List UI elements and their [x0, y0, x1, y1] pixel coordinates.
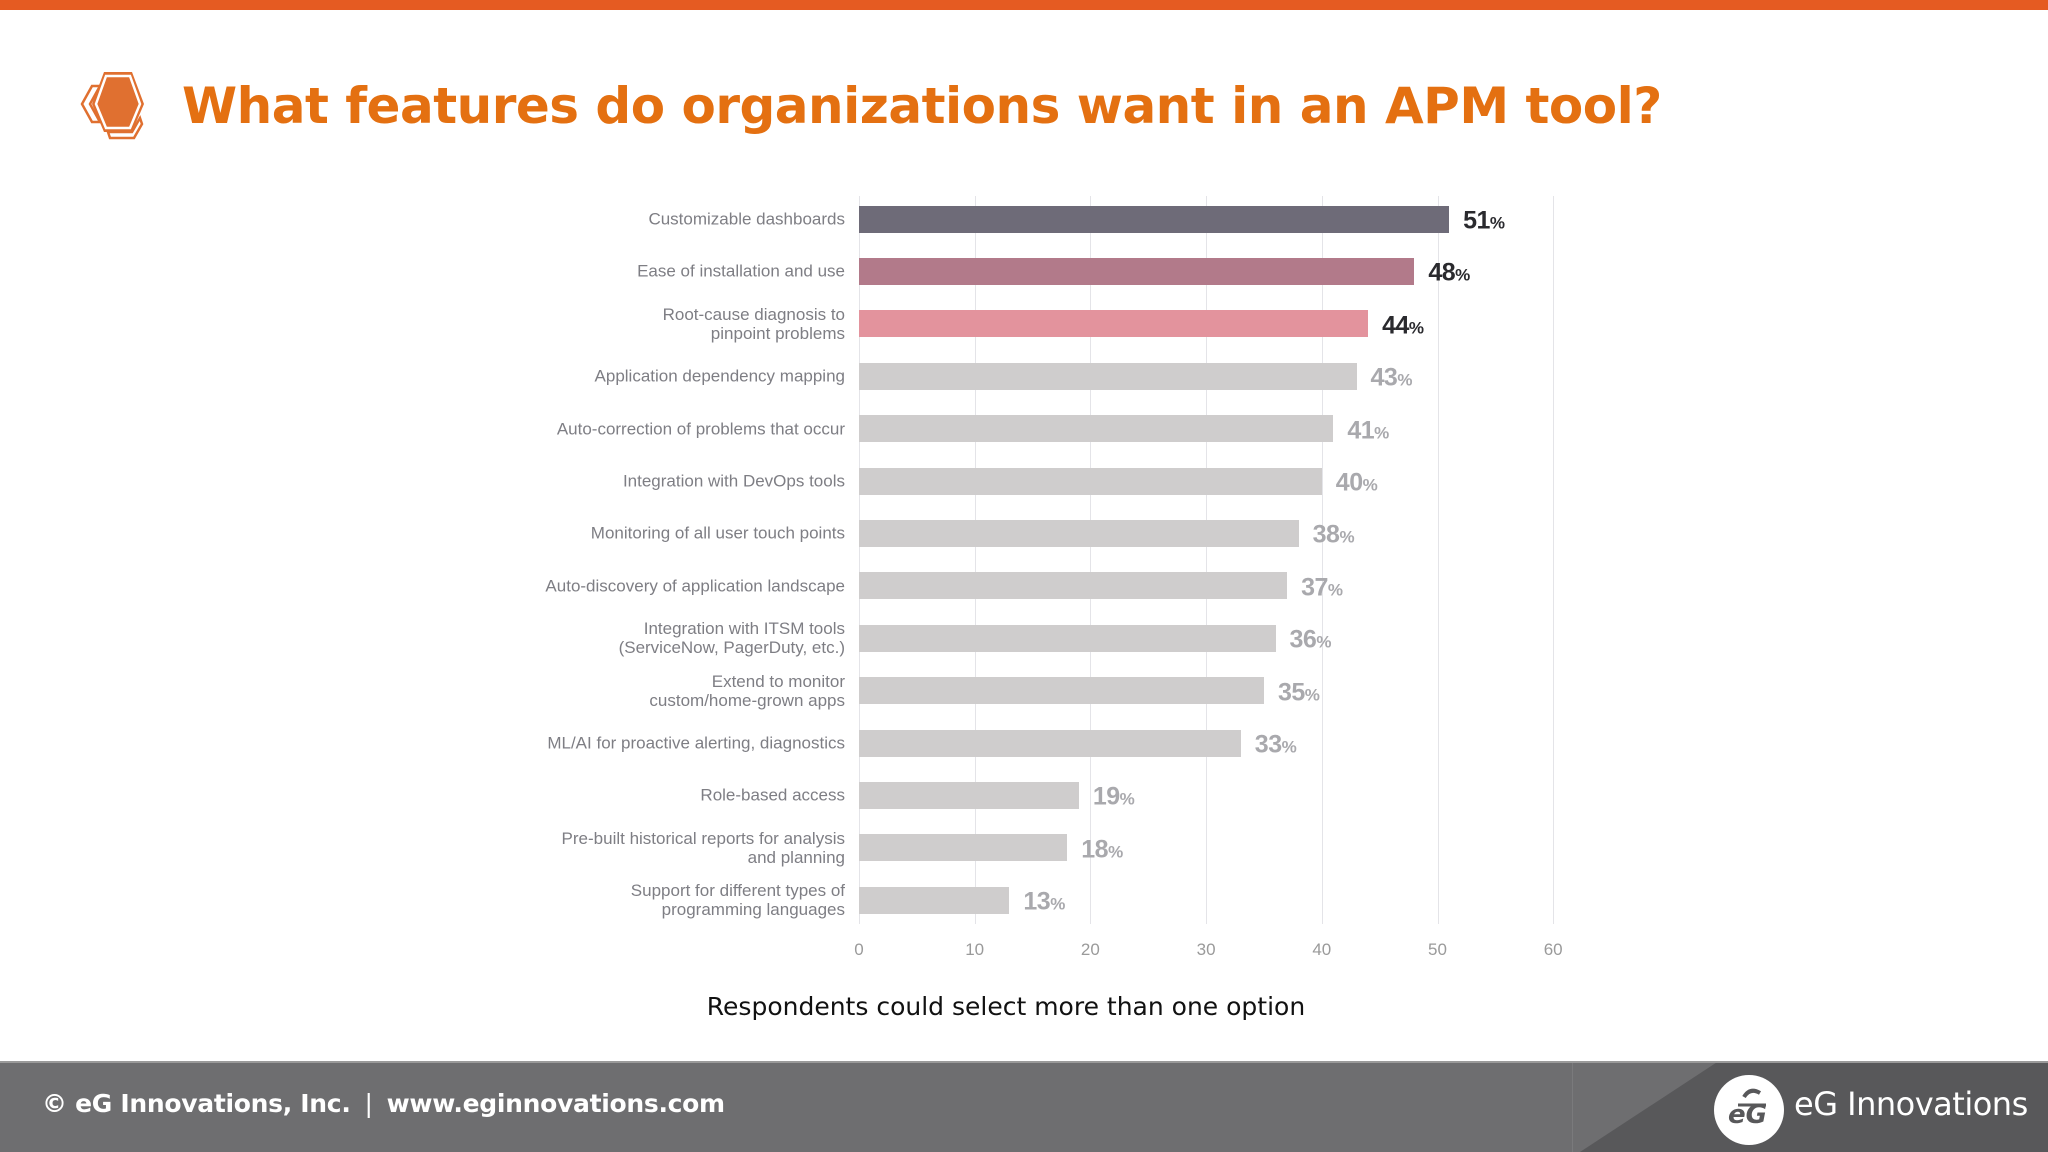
- gridline: [1437, 196, 1439, 924]
- gridline: [859, 196, 860, 924]
- category-label: Integration with ITSM tools (ServiceNow,…: [618, 619, 845, 658]
- eg-logo-icon: eG: [1714, 1075, 1784, 1145]
- value-label: 13%: [1023, 887, 1065, 917]
- x-tick-label: 0: [854, 940, 864, 959]
- value-number: 18: [1081, 835, 1109, 864]
- bar: [859, 572, 1288, 600]
- category-label: Auto-correction of problems that occur: [556, 419, 845, 439]
- percent-suffix: %: [1408, 318, 1424, 338]
- bar: [859, 834, 1068, 862]
- category-label: Application dependency mapping: [594, 366, 845, 386]
- value-number: 51: [1463, 206, 1490, 235]
- bar: [859, 886, 1010, 914]
- category-label: Auto-discovery of application landscape: [545, 576, 845, 596]
- gridline: [1090, 196, 1092, 924]
- category-label: Ease of installation and use: [637, 261, 845, 281]
- category-label: Root-cause diagnosis to pinpoint problem…: [662, 304, 845, 343]
- gridline: [1206, 196, 1208, 924]
- x-tick-label: 20: [1080, 940, 1100, 959]
- bar: [859, 624, 1276, 652]
- value-number: 48: [1428, 258, 1456, 287]
- logo-text: eG Innovations: [1794, 1085, 2028, 1123]
- value-number: 13: [1023, 887, 1051, 916]
- value-label: 48%: [1428, 258, 1470, 288]
- percent-suffix: %: [1304, 685, 1320, 705]
- value-number: 37: [1301, 573, 1328, 602]
- website-link[interactable]: www.eginnovations.com: [386, 1089, 725, 1118]
- percent-suffix: %: [1327, 580, 1343, 600]
- x-tick-label: 40: [1312, 940, 1332, 959]
- category-label: Monitoring of all user touch points: [590, 523, 845, 543]
- value-number: 19: [1092, 782, 1120, 811]
- bar: [859, 467, 1322, 495]
- value-label: 51%: [1463, 206, 1505, 236]
- category-label: Role-based access: [700, 785, 845, 805]
- x-tick-label: 30: [1196, 940, 1216, 959]
- bar: [859, 310, 1369, 338]
- percent-suffix: %: [1374, 423, 1389, 443]
- bar: [859, 257, 1415, 285]
- footer: © eG Innovations, Inc. | www.eginnovations…: [0, 1061, 2048, 1152]
- value-number: 44: [1382, 311, 1409, 340]
- category-label: Extend to monitor custom/home-grown apps: [649, 671, 845, 710]
- value-number: 41: [1347, 416, 1375, 445]
- hexagon-icon: [80, 72, 144, 140]
- percent-suffix: %: [1339, 527, 1355, 547]
- value-number: 33: [1254, 730, 1282, 759]
- value-number: 38: [1312, 520, 1340, 549]
- percent-suffix: %: [1316, 632, 1331, 652]
- category-label: ML/AI for proactive alerting, diagnostic…: [547, 733, 845, 753]
- value-label: 43%: [1370, 363, 1413, 393]
- percent-suffix: %: [1362, 475, 1378, 495]
- value-label: 37%: [1301, 573, 1343, 602]
- value-label: 18%: [1081, 835, 1123, 864]
- value-label: 40%: [1335, 468, 1378, 498]
- value-number: 35: [1277, 678, 1305, 707]
- value-label: 41%: [1347, 416, 1389, 445]
- percent-suffix: %: [1050, 894, 1065, 914]
- bar: [859, 729, 1241, 757]
- gridline: [974, 196, 976, 924]
- chart-note: Respondents could select more than one o…: [706, 992, 1306, 1021]
- percent-suffix: %: [1108, 842, 1123, 862]
- value-label: 33%: [1254, 730, 1297, 760]
- x-tick-label: 60: [1543, 940, 1563, 959]
- gridline: [1553, 196, 1555, 924]
- percent-suffix: %: [1397, 370, 1412, 390]
- percent-suffix: %: [1455, 265, 1470, 285]
- top-accent-bar: [0, 0, 2048, 10]
- category-label: Customizable dashboards: [648, 209, 845, 229]
- bar: [859, 362, 1357, 390]
- category-label: Support for different types of programmi…: [630, 881, 845, 920]
- value-number: 43: [1370, 363, 1398, 392]
- value-label: 35%: [1277, 678, 1320, 707]
- footer-divider: [1572, 1063, 1573, 1152]
- bar: [859, 519, 1299, 547]
- percent-suffix: %: [1119, 789, 1135, 809]
- bar: [859, 205, 1450, 233]
- value-number: 40: [1335, 468, 1363, 497]
- bar: [859, 677, 1264, 705]
- bar: [859, 415, 1334, 443]
- value-label: 36%: [1289, 625, 1332, 655]
- page-title: What features do organizations want in a…: [182, 77, 1662, 135]
- value-label: 44%: [1382, 311, 1424, 340]
- value-number: 36: [1289, 625, 1317, 654]
- gridline: [1321, 196, 1323, 924]
- footer-copyright-line: © eG Innovations, Inc. | www.eginnovations…: [42, 1089, 725, 1118]
- bar: [859, 781, 1079, 809]
- percent-suffix: %: [1281, 737, 1297, 757]
- footer-separator: |: [364, 1089, 373, 1118]
- category-label: Pre-built historical reports for analysi…: [561, 828, 845, 867]
- copyright-text: © eG Innovations, Inc.: [42, 1089, 351, 1118]
- value-label: 19%: [1092, 782, 1135, 812]
- x-tick-label: 10: [965, 940, 985, 959]
- horizontal-bar-chart: 0 10 20 30 40 50 60 Customizable dashboards 51% E…: [545, 196, 1563, 959]
- x-tick-label: 50: [1428, 940, 1447, 959]
- value-label: 38%: [1312, 520, 1355, 550]
- category-label: Integration with DevOps tools: [622, 471, 845, 491]
- percent-suffix: %: [1489, 213, 1505, 233]
